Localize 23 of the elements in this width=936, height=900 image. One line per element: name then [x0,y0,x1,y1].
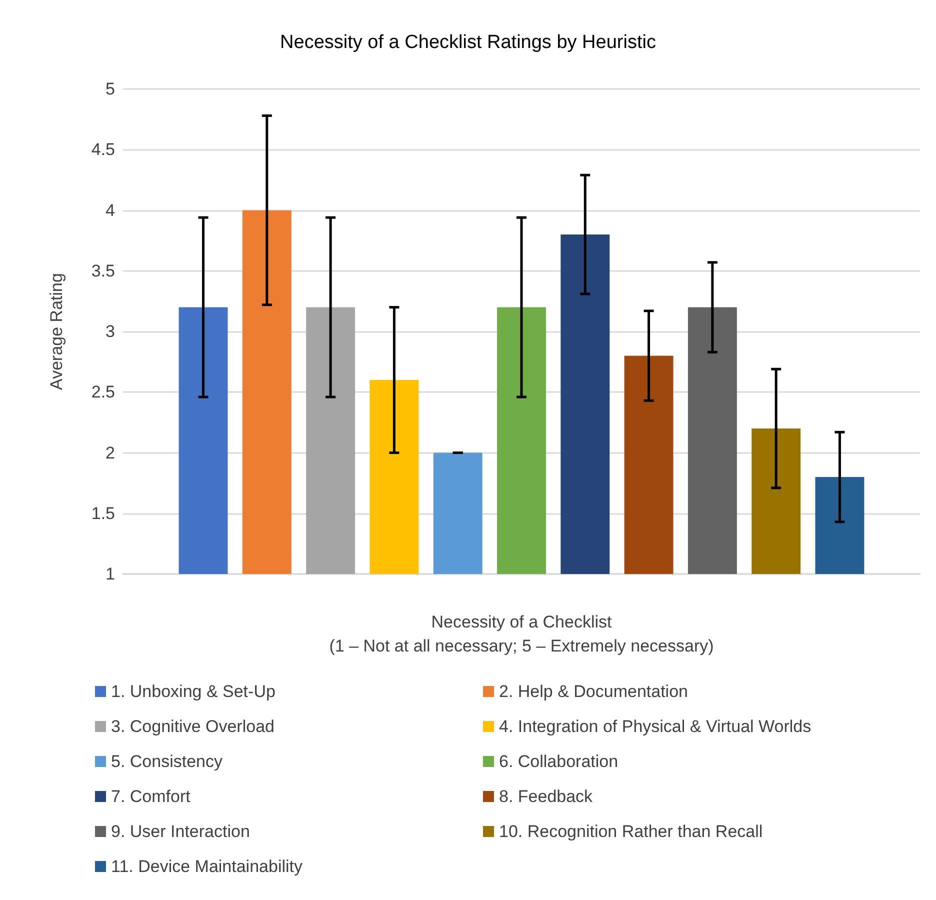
x-axis-title: Necessity of a Checklist (1 – Not at all necessary; 5 – Extremely necessary) [329,612,714,656]
y-tick-label: 3 [106,322,115,341]
legend-label: 10. Recognition Rather than Recall [499,822,763,841]
y-tick-label: 3.5 [91,261,115,280]
chart-title: Necessity of a Checklist Ratings by Heuristic [280,32,656,53]
legend-label: 4. Integration of Physical & Virtual Worlds [499,717,812,736]
y-tick-label: 2 [106,443,115,462]
legend-label: 2. Help & Documentation [499,682,688,701]
y-axis-title: Average Rating [47,273,66,390]
legend-label: 8. Feedback [499,787,594,806]
y-tick-label: 5 [106,80,115,98]
legend-label: 6. Collaboration [499,752,618,771]
legend-label: 7. Comfort [111,787,191,806]
legend-label: 1. Unboxing & Set-Up [111,682,276,701]
y-tick-label: 4.5 [91,140,115,160]
legend-label: 11. Device Maintainability [111,857,303,876]
y-tick-label: 4 [106,200,115,220]
legend-label: 3. Cognitive Overload [111,717,274,736]
legend-label: 5. Consistency [111,752,223,771]
y-tick-label: 2.5 [91,382,115,402]
legend-label: 9. User Interaction [111,822,250,841]
y-tick-label: 1.5 [91,504,115,523]
y-tick-label: 1 [106,564,115,584]
